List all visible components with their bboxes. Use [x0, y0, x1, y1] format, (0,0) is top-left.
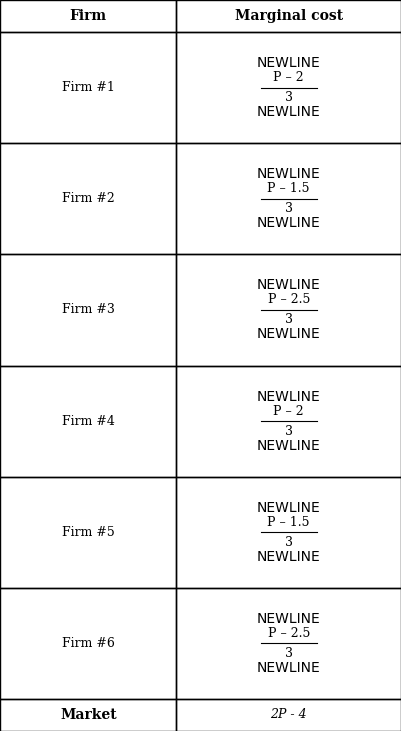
Text: P – 1.5: P – 1.5 [267, 515, 310, 529]
Text: 3: 3 [285, 314, 293, 327]
Text: Firm #3: Firm #3 [62, 303, 115, 317]
Text: Firm #1: Firm #1 [62, 81, 115, 94]
Text: P – 2.5: P – 2.5 [267, 626, 310, 640]
Text: P – 2: P – 2 [273, 404, 304, 417]
Bar [176, 699, 401, 731]
Bar [0, 143, 176, 254]
Text: Marginal cost: Marginal cost [235, 9, 343, 23]
Text: Firm #5: Firm #5 [62, 526, 115, 539]
Text: NEWLINE: NEWLINE [257, 612, 320, 626]
Text: NEWLINE: NEWLINE [257, 550, 320, 564]
Text: NEWLINE: NEWLINE [257, 661, 320, 675]
Text: NEWLINE: NEWLINE [257, 501, 320, 515]
Text: 3: 3 [285, 647, 293, 660]
Text: P – 2.5: P – 2.5 [267, 293, 310, 306]
Bar [176, 143, 401, 254]
Bar [176, 254, 401, 366]
Bar [0, 32, 176, 143]
Bar [0, 366, 176, 477]
Text: NEWLINE: NEWLINE [257, 105, 320, 119]
Text: NEWLINE: NEWLINE [257, 216, 320, 230]
Text: NEWLINE: NEWLINE [257, 56, 320, 70]
Text: NEWLINE: NEWLINE [257, 279, 320, 292]
Bar [176, 0, 401, 32]
Text: 3: 3 [285, 202, 293, 216]
Bar [176, 366, 401, 477]
Text: 3: 3 [285, 536, 293, 549]
Bar [0, 0, 176, 32]
Text: P – 1.5: P – 1.5 [267, 182, 310, 195]
Bar [176, 32, 401, 143]
Text: Firm: Firm [70, 9, 107, 23]
Bar [176, 588, 401, 699]
Text: NEWLINE: NEWLINE [257, 167, 320, 181]
Text: NEWLINE: NEWLINE [257, 390, 320, 404]
Text: Firm #4: Firm #4 [62, 414, 115, 428]
Bar [0, 588, 176, 699]
Text: 3: 3 [285, 91, 293, 105]
Bar [0, 477, 176, 588]
Text: Firm #6: Firm #6 [62, 637, 115, 650]
Text: NEWLINE: NEWLINE [257, 327, 320, 341]
Text: 3: 3 [285, 425, 293, 438]
Bar [176, 477, 401, 588]
Bar [0, 254, 176, 366]
Text: Firm #2: Firm #2 [62, 192, 115, 205]
Text: Market: Market [60, 708, 117, 722]
Bar [0, 699, 176, 731]
Text: NEWLINE: NEWLINE [257, 439, 320, 452]
Text: 2P - 4: 2P - 4 [270, 708, 307, 721]
Text: P – 2: P – 2 [273, 71, 304, 84]
